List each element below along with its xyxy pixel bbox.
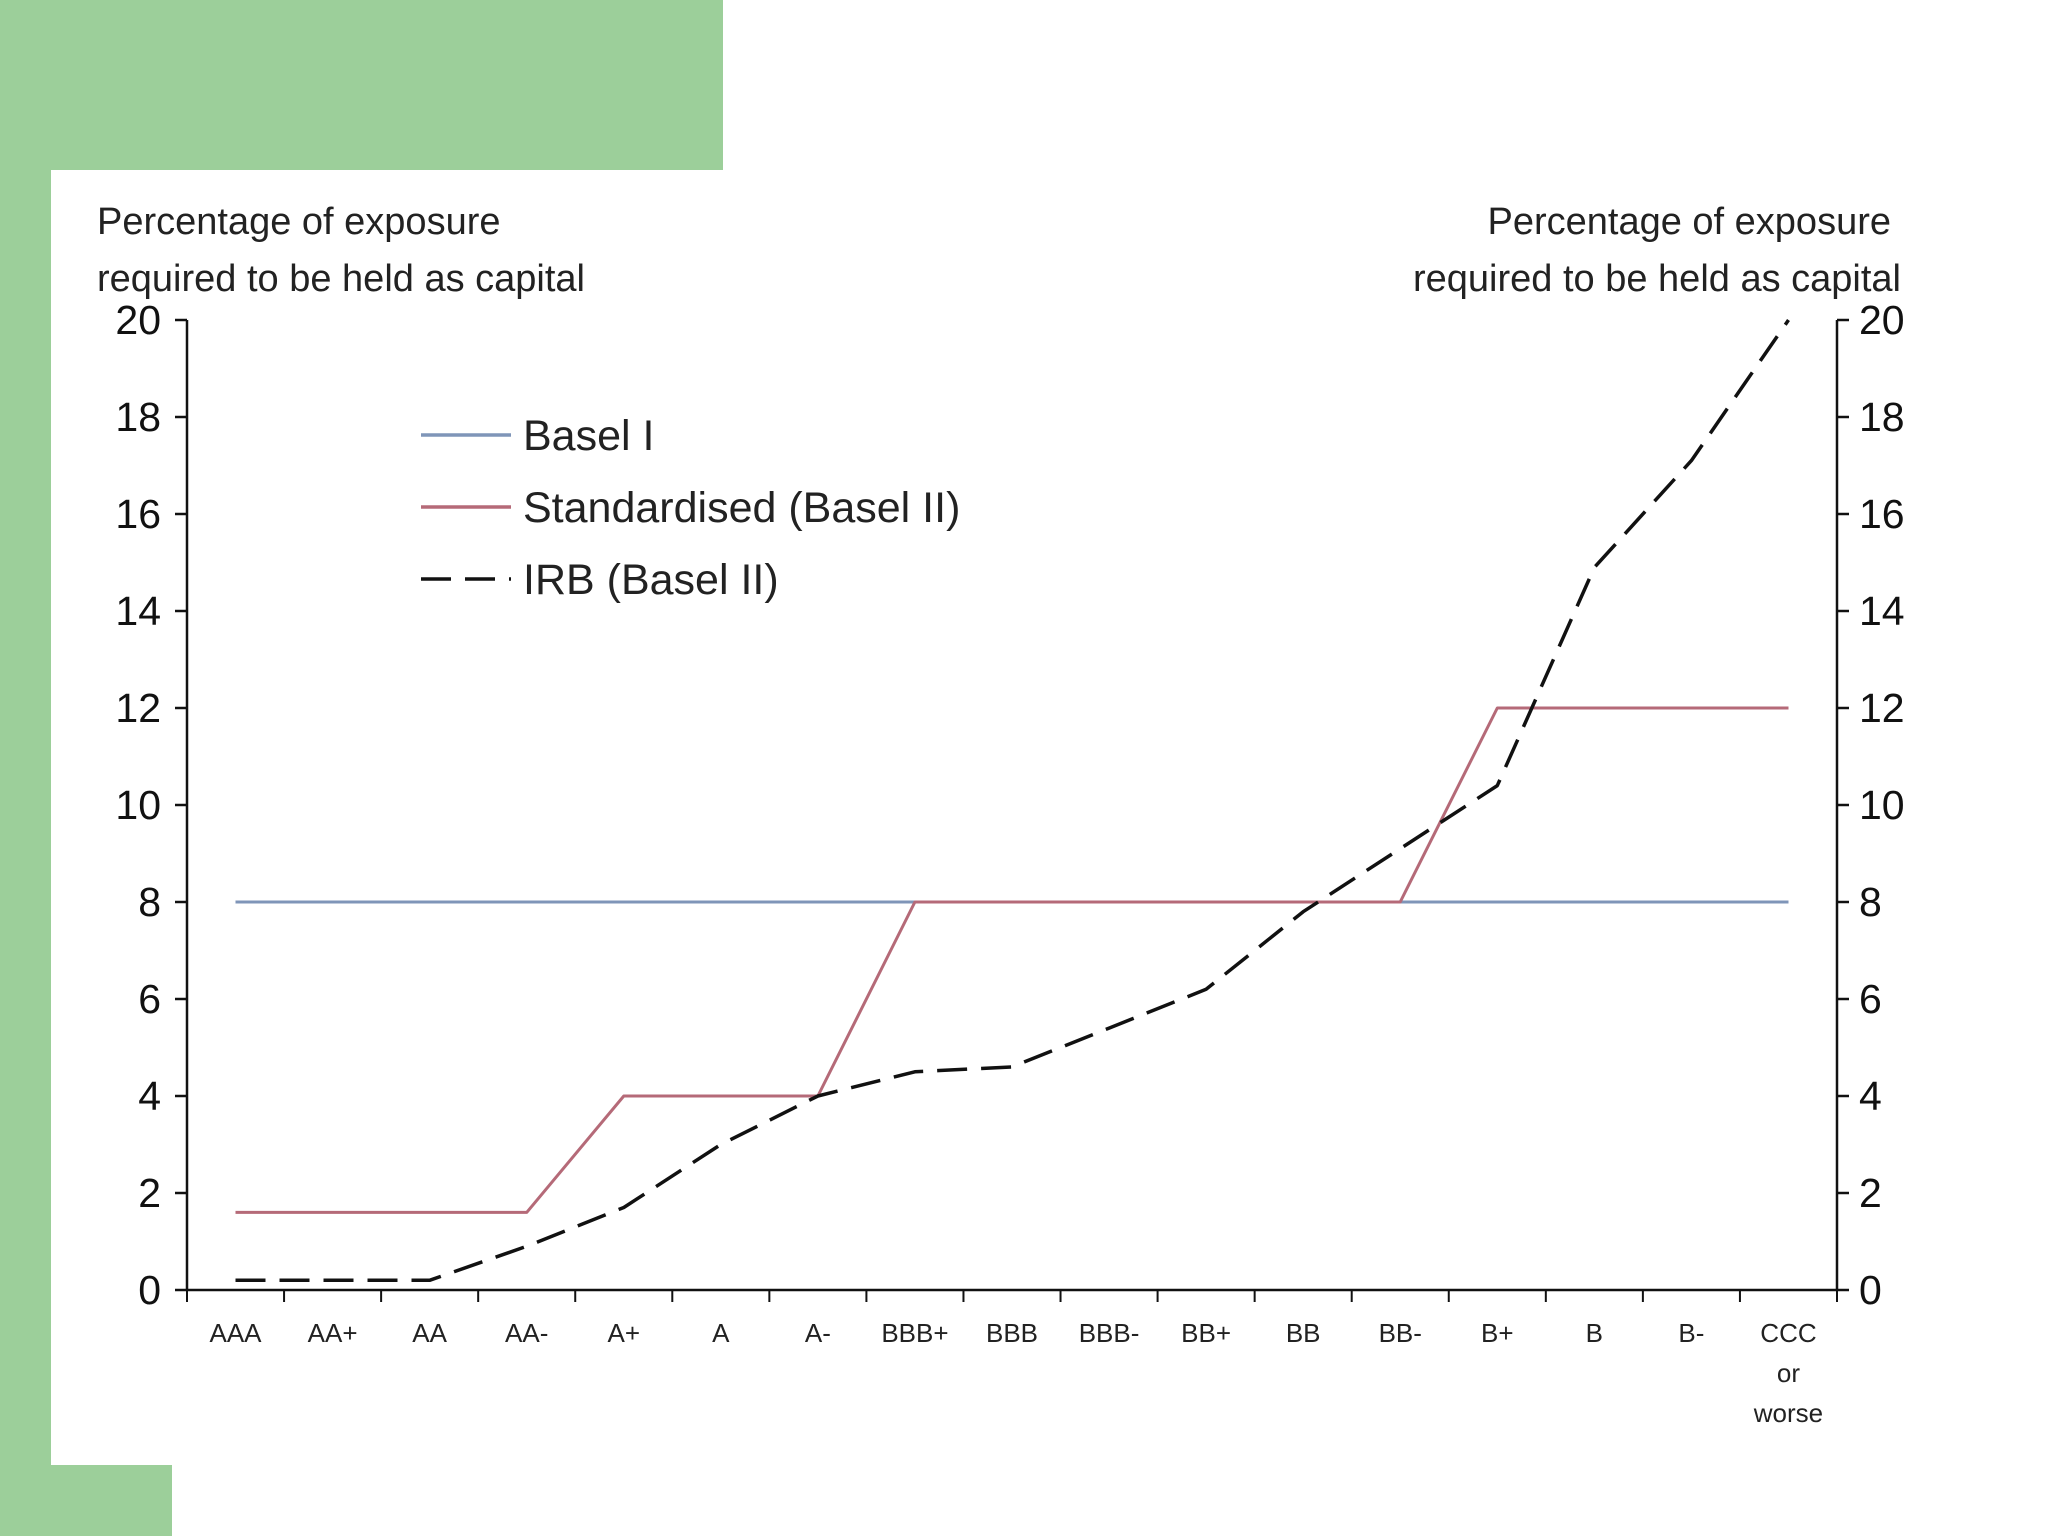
- right-axis-title-line-1: Percentage of exposure: [1488, 201, 1892, 243]
- x-category-label: BBB: [986, 1318, 1038, 1348]
- left-y-tick-label: 12: [115, 685, 161, 731]
- legend-label-irb-basel-ii: IRB (Basel II): [523, 556, 779, 604]
- right-y-tick-label: 10: [1859, 782, 1905, 828]
- x-category-label: A-: [805, 1318, 831, 1348]
- left-axis-title-line-1: Percentage of exposure: [97, 201, 501, 243]
- legend: Basel I Standardised (Basel II) IRB (Basel…: [421, 412, 960, 604]
- left-y-tick-label: 2: [138, 1170, 161, 1216]
- chart-background: [51, 170, 2048, 1465]
- left-y-tick-label: 14: [115, 588, 161, 634]
- right-y-tick-label: 6: [1859, 976, 1882, 1022]
- left-y-tick-label: 10: [115, 782, 161, 828]
- x-category-label: AAA: [210, 1318, 263, 1348]
- x-category-label: BB+: [1181, 1318, 1231, 1348]
- decorative-green-block-bottom: [0, 1465, 172, 1536]
- left-y-tick-label: 8: [138, 879, 161, 925]
- right-y-tick-label: 12: [1859, 685, 1905, 731]
- left-y-tick-label: 6: [138, 976, 161, 1022]
- right-y-tick-label: 0: [1859, 1267, 1882, 1313]
- capital-requirement-chart: Percentage of exposure required to be he…: [51, 170, 2048, 1465]
- left-y-tick-label: 4: [138, 1073, 161, 1119]
- x-category-label: B-: [1678, 1318, 1704, 1348]
- series-line-standardised-basel-ii: [235, 706, 1789, 1214]
- series-line-irb-basel-ii: [235, 319, 1790, 1283]
- left-axis-title-line-2: required to be held as capital: [97, 258, 585, 300]
- x-category-label: B: [1586, 1318, 1603, 1348]
- legend-label-basel-i: Basel I: [523, 412, 654, 460]
- x-category-label: worse: [1753, 1398, 1823, 1428]
- right-y-tick-label: 8: [1859, 879, 1882, 925]
- left-y-tick-label: 20: [115, 297, 161, 343]
- x-category-label: BB: [1286, 1318, 1321, 1348]
- left-y-tick-label: 18: [115, 394, 161, 440]
- right-axis-title-line-2: required to be held as capital: [1413, 258, 1901, 300]
- x-category-label: A: [712, 1318, 730, 1348]
- right-y-tick-label: 14: [1859, 588, 1905, 634]
- right-y-tick-label: 20: [1859, 297, 1905, 343]
- x-category-label: B+: [1481, 1318, 1514, 1348]
- series-lines: [235, 319, 1790, 1283]
- legend-label-standardised-basel-ii: Standardised (Basel II): [523, 484, 960, 532]
- x-category-label: CCC: [1760, 1318, 1816, 1348]
- right-y-tick-label: 2: [1859, 1170, 1882, 1216]
- x-category-label: or: [1777, 1358, 1800, 1388]
- x-category-label: BBB-: [1079, 1318, 1140, 1348]
- left-y-tick-label: 0: [138, 1267, 161, 1313]
- right-y-tick-label: 4: [1859, 1073, 1882, 1119]
- left-y-tick-label: 16: [115, 491, 161, 537]
- right-y-tick-label: 18: [1859, 394, 1905, 440]
- x-category-label: BBB+: [881, 1318, 948, 1348]
- x-category-label: A+: [607, 1318, 640, 1348]
- x-category-label: AA-: [505, 1318, 548, 1348]
- decorative-green-bar-left: [0, 0, 51, 1536]
- x-category-label: AA: [412, 1318, 447, 1348]
- right-y-tick-label: 16: [1859, 491, 1905, 537]
- x-category-label: AA+: [308, 1318, 358, 1348]
- x-category-label: BB-: [1379, 1318, 1422, 1348]
- decorative-green-block-top: [0, 0, 723, 170]
